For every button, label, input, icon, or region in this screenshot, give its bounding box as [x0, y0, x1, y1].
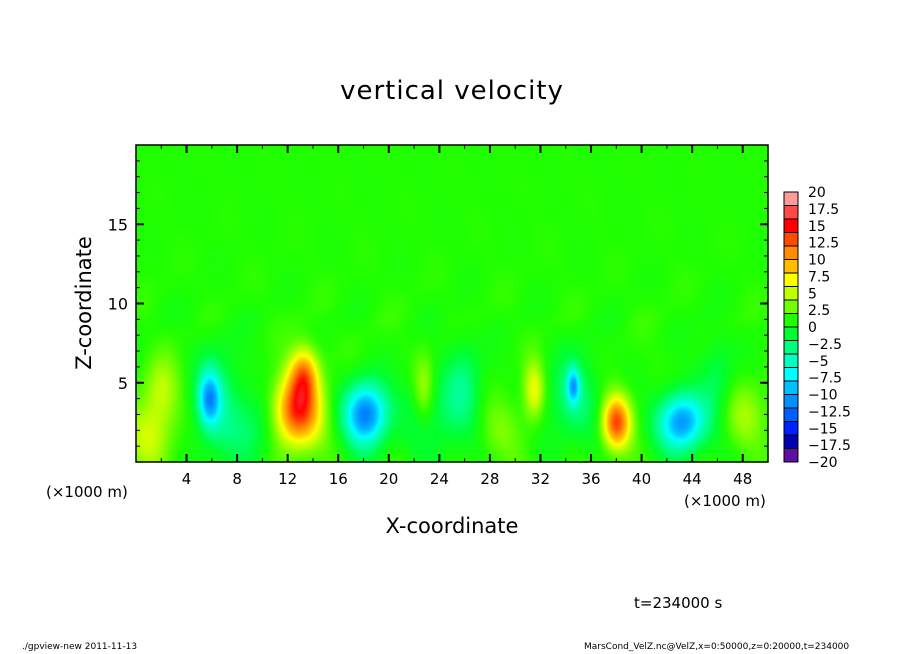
y-axis-label: Z-coordinate — [72, 236, 96, 370]
colorbar-bin — [783, 326, 799, 341]
colorbar-bin — [783, 313, 799, 328]
x-axis-label: X-coordinate — [385, 514, 519, 538]
x-tick-label: 44 — [683, 470, 702, 488]
x-tick-label: 40 — [632, 470, 651, 488]
colorbar-bin — [783, 340, 799, 355]
colorbar-bin — [783, 367, 799, 382]
colorbar-tick-label: 5 — [808, 286, 817, 302]
colorbar-bin — [783, 407, 799, 422]
x-tick-label: 20 — [379, 470, 398, 488]
colorbar-tick-label: 15 — [808, 219, 826, 235]
colorbar-bin — [783, 448, 799, 463]
x-unit-label-left: (×1000 m) — [46, 483, 128, 501]
y-tick-label: 15 — [108, 215, 128, 234]
y-tick-label: 10 — [108, 295, 128, 314]
colorbar-bin — [783, 205, 799, 220]
colorbar-bin — [783, 353, 799, 368]
colorbar-tick-label: 10 — [808, 253, 826, 269]
x-tick-label: 36 — [581, 470, 600, 488]
colorbar-bin — [783, 421, 799, 436]
colorbar-bin — [783, 218, 799, 233]
colorbar-bin — [783, 299, 799, 314]
x-tick-label: 32 — [531, 470, 550, 488]
colorbar-tick-label: −20 — [808, 455, 838, 471]
colorbar-tick-label: −12.5 — [808, 404, 851, 420]
colorbar-tick-label: −5 — [808, 354, 829, 370]
colorbar-bin — [783, 380, 799, 395]
x-tick-label: 48 — [733, 470, 752, 488]
colorbar-bin — [783, 394, 799, 409]
colorbar-tick-label: 17.5 — [808, 202, 839, 218]
colorbar-tick-label: −7.5 — [808, 371, 842, 387]
colorbar-tick-label: −15 — [808, 421, 838, 437]
colorbar-bin — [783, 245, 799, 260]
colorbar-tick-label: 12.5 — [808, 236, 839, 252]
colorbar-tick-label: 2.5 — [808, 303, 830, 319]
x-tick-label: 28 — [480, 470, 499, 488]
colorbar-tick-label: 0 — [808, 320, 817, 336]
chart-title: vertical velocity — [340, 76, 564, 106]
colorbar-bin — [783, 232, 799, 247]
colorbar-tick-label: −10 — [808, 388, 838, 404]
x-tick-label: 8 — [232, 470, 242, 488]
heatmap-field — [136, 145, 768, 462]
colorbar-tick-label: −2.5 — [808, 337, 842, 353]
footer-data-source: MarsCond_VelZ.nc@VelZ,x=0:50000,z=0:2000… — [584, 642, 850, 652]
time-label: t=234000 s — [634, 594, 723, 612]
colorbar-tick-label: −17.5 — [808, 438, 851, 454]
x-tick-label: 16 — [329, 470, 348, 488]
colorbar-bin — [783, 191, 799, 206]
x-tick-label: 12 — [278, 470, 297, 488]
colorbar-bin — [783, 434, 799, 449]
x-unit-label-right: (×1000 m) — [684, 492, 766, 510]
colorbar-bin — [783, 272, 799, 287]
x-tick-label: 4 — [182, 470, 192, 488]
colorbar-tick-label: 20 — [808, 185, 826, 201]
x-tick-label: 24 — [430, 470, 449, 488]
colorbar-tick-label: 7.5 — [808, 269, 830, 285]
colorbar-bin — [783, 259, 799, 274]
y-tick-label: 5 — [118, 374, 128, 393]
footer-program-date: ./gpview-new 2011-11-13 — [22, 642, 138, 652]
colorbar-bin — [783, 286, 799, 301]
